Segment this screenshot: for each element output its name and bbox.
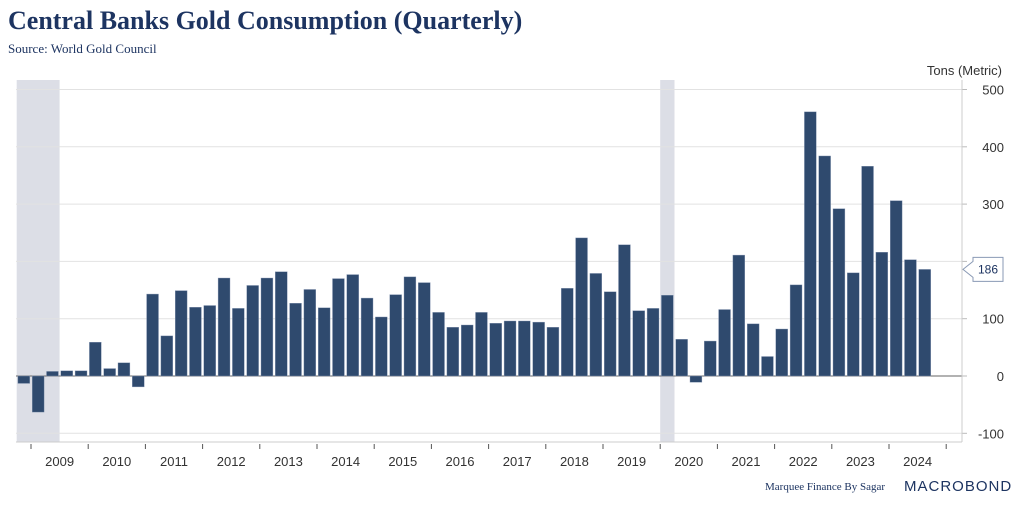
x-tick-label: 2009 <box>45 454 74 469</box>
bar <box>418 282 431 377</box>
bar <box>546 327 560 377</box>
bar <box>704 340 717 377</box>
x-tick-label: 2021 <box>732 454 761 469</box>
bar <box>60 370 73 377</box>
bar <box>861 166 874 377</box>
bar <box>689 375 703 383</box>
bar <box>360 297 374 377</box>
x-tick-label: 2013 <box>274 454 303 469</box>
bar <box>661 295 674 377</box>
bar <box>818 155 831 377</box>
x-tick-label: 2022 <box>789 454 818 469</box>
bar <box>847 272 860 377</box>
bar <box>217 277 231 377</box>
bar <box>389 294 402 377</box>
bar <box>275 271 288 377</box>
x-tick-label: 2023 <box>846 454 875 469</box>
bar <box>489 323 502 377</box>
bar <box>589 273 603 377</box>
bar <box>117 362 131 377</box>
bar <box>160 335 173 377</box>
bar <box>446 327 459 377</box>
bar <box>189 307 202 377</box>
bar <box>904 259 917 377</box>
x-tick-label: 2017 <box>503 454 532 469</box>
bar <box>74 370 88 377</box>
bar <box>46 371 59 377</box>
last-value-label: 186 <box>978 262 998 276</box>
last-value-callout <box>962 256 1004 282</box>
bar <box>575 237 588 377</box>
bar <box>232 308 245 377</box>
bar <box>332 278 345 377</box>
bar <box>518 320 531 377</box>
x-tick-label: 2020 <box>674 454 703 469</box>
bar <box>246 285 259 377</box>
y-axis-unit: Tons (Metric) <box>926 63 1002 78</box>
x-tick-label: 2019 <box>617 454 646 469</box>
bar <box>618 244 631 377</box>
chart-title: Central Banks Gold Consumption (Quarterl… <box>8 6 523 35</box>
bar <box>289 303 302 377</box>
bar <box>146 293 159 377</box>
bar <box>346 274 359 377</box>
bar <box>203 305 216 377</box>
bar <box>103 368 116 377</box>
bar <box>260 277 274 377</box>
bar <box>132 375 145 388</box>
bar <box>303 289 316 377</box>
bar <box>761 356 774 377</box>
bar <box>561 288 574 377</box>
footer-credit: Marquee Finance By Sagar <box>765 481 886 493</box>
bar <box>890 200 903 377</box>
bar <box>804 111 817 377</box>
bar <box>632 310 645 377</box>
bar <box>732 254 746 377</box>
x-tick-label: 2011 <box>160 454 188 469</box>
bar <box>832 208 846 377</box>
bar <box>875 252 889 377</box>
bar <box>174 290 188 377</box>
chart-source: Source: World Gold Council <box>8 41 157 56</box>
bar <box>432 312 445 377</box>
bar <box>17 375 30 384</box>
x-tick-label: 2015 <box>388 454 417 469</box>
bar <box>318 307 331 377</box>
bar <box>32 375 45 413</box>
bar <box>775 328 788 377</box>
x-tick-label: 2012 <box>217 454 246 469</box>
bar <box>532 321 545 377</box>
bar <box>475 312 488 377</box>
x-tick-label: 2014 <box>331 454 360 469</box>
x-tick-label: 2016 <box>446 454 475 469</box>
x-tick-label: 2018 <box>560 454 589 469</box>
bar <box>646 308 660 377</box>
bar <box>403 276 417 377</box>
y-tick-label: 500 <box>982 83 1004 98</box>
bar <box>747 323 760 377</box>
bar <box>503 320 517 377</box>
y-tick-label: 0 <box>997 369 1004 384</box>
bar <box>89 341 102 377</box>
bar <box>789 284 803 377</box>
macrobond-logo: MACROBOND <box>904 478 1012 495</box>
bar <box>375 316 388 377</box>
bar <box>604 291 617 377</box>
y-tick-label: 300 <box>982 197 1004 212</box>
x-tick-label: 2010 <box>102 454 131 469</box>
y-tick-label: 400 <box>982 140 1004 155</box>
bar <box>675 339 688 377</box>
bar <box>918 269 931 377</box>
x-tick-label: 2024 <box>903 454 932 469</box>
bar <box>718 309 731 377</box>
y-tick-label: -100 <box>978 426 1004 441</box>
y-tick-label: 100 <box>982 312 1004 327</box>
bar <box>461 324 474 377</box>
